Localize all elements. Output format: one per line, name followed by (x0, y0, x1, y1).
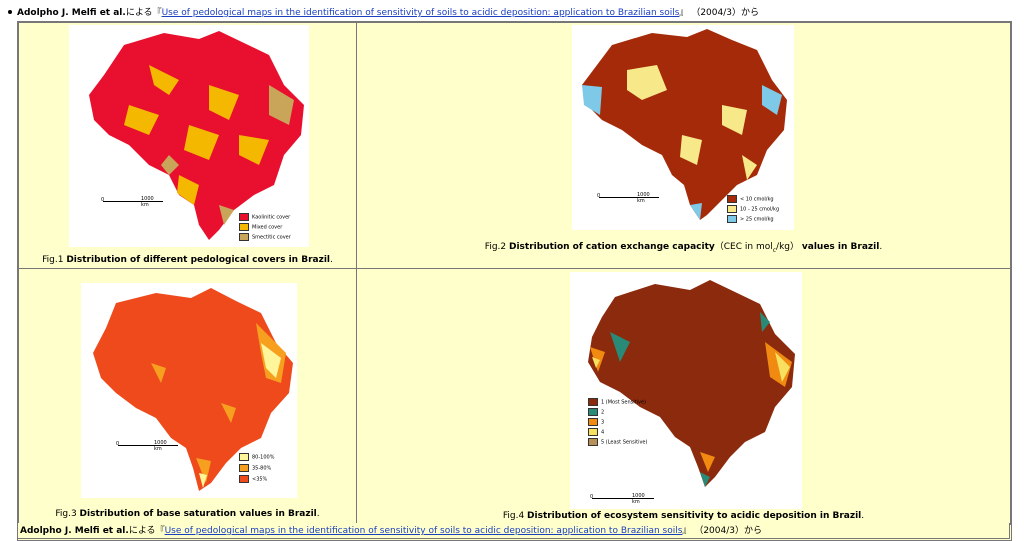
figure-1-map: 0 1000 km Kaolinitic cover Mixed cover S… (69, 25, 309, 247)
scale-zero-4: 0 (590, 494, 594, 500)
scale-bar-3: 0 1000 km (116, 440, 178, 452)
citation-date-bottom: （2004/3）から (694, 526, 762, 536)
legend-2-item-1: < 10 cmol/kg (727, 195, 774, 203)
figure-4-caption: Fig.4 Distribution of ecosystem sensitiv… (502, 511, 865, 521)
scale-zero-1: 0 (101, 197, 105, 203)
figure-table: 0 1000 km Kaolinitic cover Mixed cover S… (17, 21, 1012, 541)
citation-open-bracket-bottom: 『 (155, 526, 165, 536)
scale-label-4: 1000 km (632, 493, 645, 505)
paper-title-link[interactable]: Use of pedological maps in the identific… (161, 8, 680, 18)
paper-title-link-bottom[interactable]: Use of pedological maps in the identific… (164, 526, 683, 536)
figure-cell-3: 0 1000 km 80-100% 35-80% <35% Fig.3 Dist… (18, 268, 357, 525)
legend-3-item-2: 35-80% (239, 464, 271, 472)
brazil-base-saturation-map (93, 288, 293, 491)
brazil-ecosystem-sensitivity-map (588, 280, 795, 487)
legend-3-item-1: 80-100% (239, 453, 274, 461)
scale-zero-3: 0 (116, 441, 120, 447)
figure-cell-4: 1 (Most Sensitive) 2 3 4 5 (Least Sensit… (356, 268, 1011, 525)
citation-yoru: による (125, 8, 153, 18)
citation-date: （2004/3）から (691, 8, 759, 18)
scale-bar-1: 0 1000 km (101, 196, 163, 208)
citation-open-bracket: 『 (152, 8, 162, 18)
author-name-bottom: Adolpho J. Melfi et al. (20, 526, 129, 536)
figure-3-caption: Fig.3 Distribution of base saturation va… (55, 509, 320, 519)
legend-4-item-4: 4 (588, 428, 604, 436)
figure-cell-1: 0 1000 km Kaolinitic cover Mixed cover S… (18, 22, 357, 269)
legend-2-item-2: 10 - 25 cmol/kg (727, 205, 779, 213)
scale-label-3: 1000 km (154, 440, 167, 452)
figure-cell-2: 0 1000 km < 10 cmol/kg 10 - 25 cmol/kg >… (356, 22, 1011, 269)
legend-1-item-2: Mixed cover (239, 223, 282, 231)
figure-2-map: 0 1000 km < 10 cmol/kg 10 - 25 cmol/kg >… (572, 25, 794, 230)
legend-4-item-3: 3 (588, 418, 604, 426)
author-name: Adolpho J. Melfi et al. (17, 8, 126, 18)
legend-4-item-2: 2 (588, 408, 604, 416)
brazil-pedological-map (89, 31, 304, 240)
figure-1-caption: Fig.1 Distribution of different pedologi… (42, 255, 333, 265)
legend-1-item-1: Kaolinitic cover (239, 213, 290, 221)
scale-bar-4: 0 1000 km (590, 493, 654, 505)
figure-2-caption: Fig.2 Distribution of cation exchange ca… (484, 242, 883, 254)
legend-3-item-3: <35% (239, 475, 267, 483)
brazil-cec-map (582, 29, 787, 220)
legend-4-item-5: 5 (Least Sensitive) (588, 438, 647, 446)
legend-1-item-3: Smectitic cover (239, 233, 291, 241)
legend-4-item-1: 1 (Most Sensitive) (588, 398, 646, 406)
scale-bar-2: 0 1000 km (597, 192, 659, 204)
bullet-icon (8, 10, 12, 14)
scale-zero-2: 0 (597, 193, 601, 199)
citation-close-bracket: 』 (679, 8, 689, 18)
citation-close-bracket-bottom: 』 (682, 526, 692, 536)
figure-4-map: 1 (Most Sensitive) 2 3 4 5 (Least Sensit… (570, 272, 802, 509)
scale-label-2: 1000 km (637, 192, 650, 204)
citation-bottom: Adolpho J. Melfi et al.による『Use of pedolo… (17, 523, 1010, 539)
scale-label-1: 1000 km (141, 196, 154, 208)
figure-3-map: 0 1000 km 80-100% 35-80% <35% (81, 283, 297, 498)
legend-2-item-3: > 25 cmol/kg (727, 215, 774, 223)
citation-top: Adolpho J. Melfi et al.による『Use of pedolo… (6, 6, 759, 20)
citation-yoru-bottom: による (128, 526, 156, 536)
